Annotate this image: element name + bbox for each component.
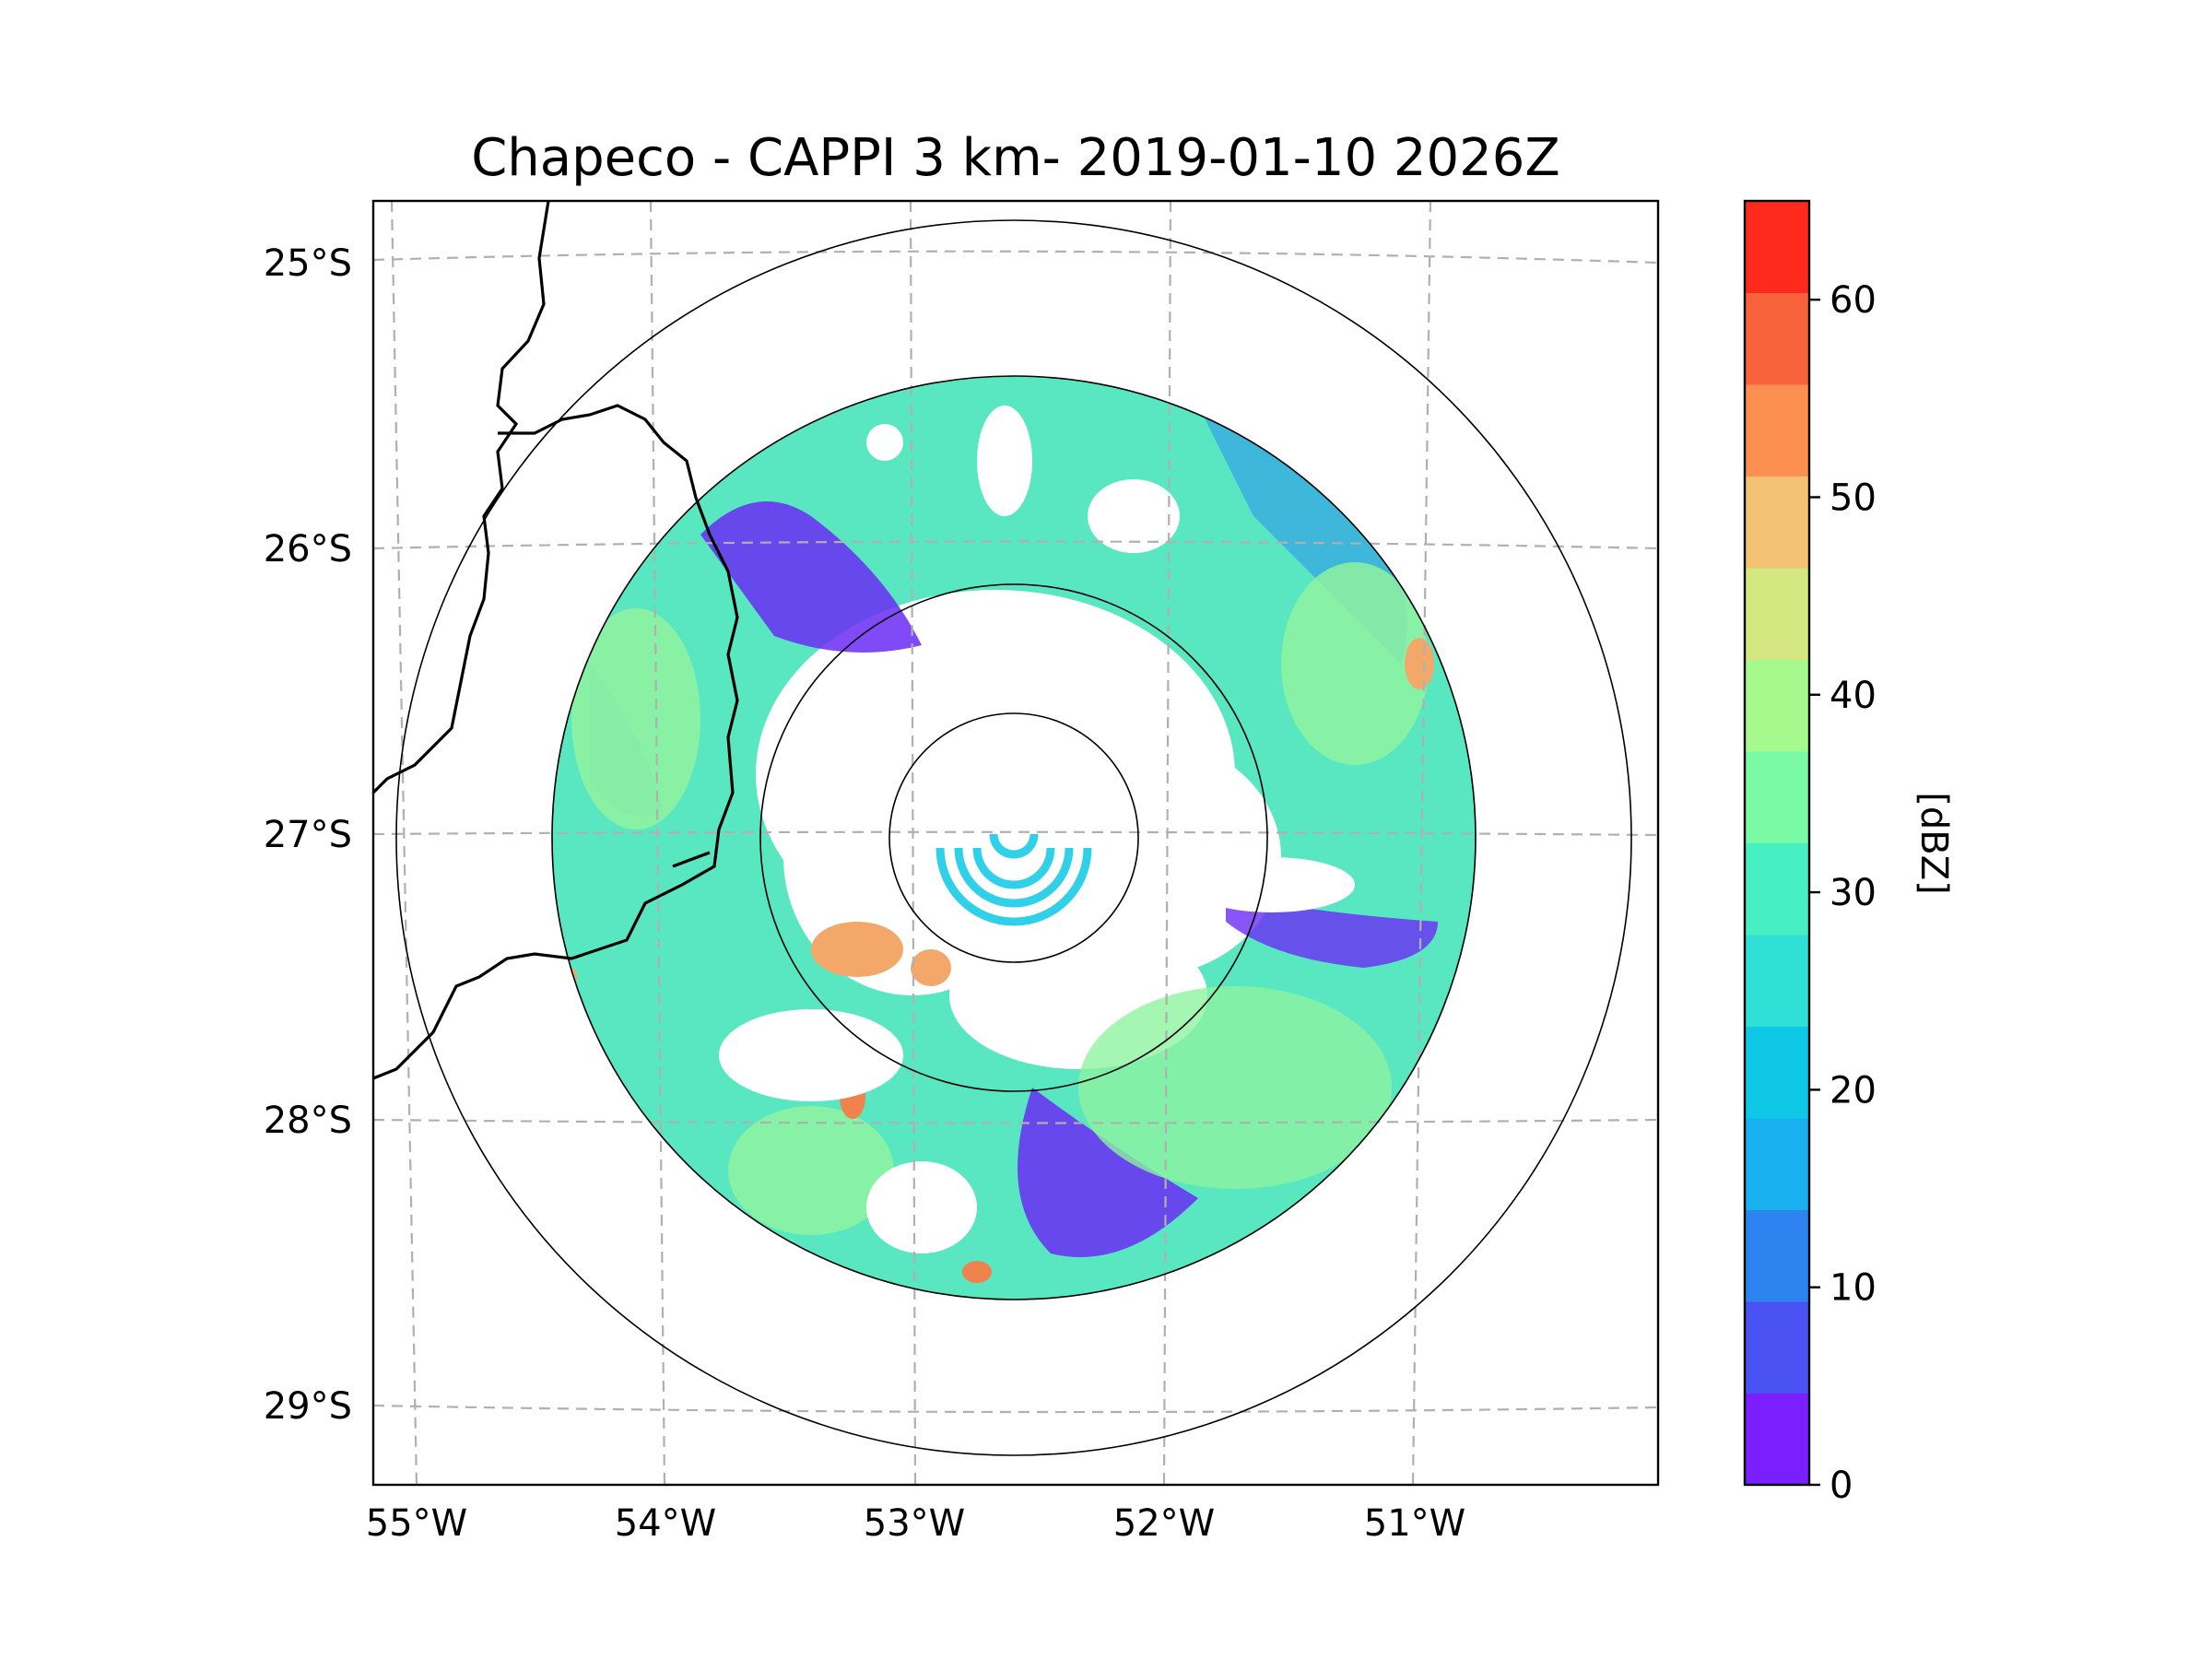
colorbar-frame (1743, 199, 1811, 1487)
colorbar-segment (1745, 1118, 1809, 1210)
colorbar-tick-label: 40 (1830, 675, 1877, 717)
colorbar-segment (1745, 659, 1809, 752)
range-ring-2 (759, 583, 1268, 1092)
lat-label: 27°S (264, 814, 352, 856)
colorbar-segment (1745, 384, 1809, 477)
latitude-labels: 25°S 26°S 27°S 28°S 29°S (264, 242, 352, 1428)
colorbar-tick-label: 0 (1830, 1465, 1853, 1507)
colorbar-segment (1745, 1209, 1809, 1302)
lat-label: 29°S (264, 1385, 352, 1428)
range-ring-3 (551, 375, 1477, 1300)
lon-label: 55°W (366, 1502, 467, 1545)
colorbar: 0 10 20 30 40 50 60 [dBZ] (1743, 199, 1955, 1507)
colorbar-segment (1745, 568, 1809, 660)
chart-title: Chapeco - CAPPI 3 km- 2019-01-10 2026Z (471, 128, 1560, 188)
colorbar-segment (1745, 292, 1809, 385)
colorbar-tick-label: 20 (1830, 1069, 1877, 1112)
colorbar-segments (1745, 201, 1809, 1486)
lon-label: 51°W (1364, 1502, 1465, 1545)
map-frame (371, 199, 1660, 1487)
colorbar-segment (1745, 1393, 1809, 1486)
colorbar-segment (1745, 1301, 1809, 1394)
range-ring-1 (888, 712, 1139, 963)
lat-label: 26°S (264, 528, 352, 571)
lon-label: 54°W (615, 1502, 716, 1545)
colorbar-tick-label: 10 (1830, 1267, 1877, 1310)
colorbar-segment (1745, 476, 1809, 569)
lat-label: 25°S (264, 242, 352, 285)
colorbar-segment (1745, 751, 1809, 843)
gridlines (373, 201, 1658, 1485)
colorbar-ticks: 0 10 20 30 40 50 60 (1809, 279, 1877, 1507)
border-line-state (373, 404, 739, 1080)
range-ring-4 (395, 219, 1632, 1456)
colorbar-segment (1745, 1026, 1809, 1119)
border-line-south (672, 851, 711, 868)
colorbar-tick-label: 30 (1830, 872, 1877, 914)
map-axes (371, 199, 1660, 1487)
lon-label: 53°W (864, 1502, 965, 1545)
borders (373, 201, 739, 1080)
colorbar-segment (1745, 842, 1809, 935)
colorbar-tick-label: 60 (1830, 279, 1877, 322)
radar-center-rings (935, 833, 1092, 926)
radar-reflectivity-field (552, 376, 1476, 1300)
lon-label: 52°W (1113, 1502, 1215, 1545)
lat-label: 28°S (264, 1100, 352, 1142)
colorbar-segment (1745, 935, 1809, 1027)
range-rings (395, 219, 1632, 1456)
colorbar-label: [dBZ] (1912, 792, 1955, 894)
colorbar-segment (1745, 201, 1809, 293)
longitude-labels: 55°W 54°W 53°W 52°W 51°W (366, 1502, 1465, 1545)
border-line-west (373, 201, 550, 794)
colorbar-tick-label: 50 (1830, 477, 1877, 519)
